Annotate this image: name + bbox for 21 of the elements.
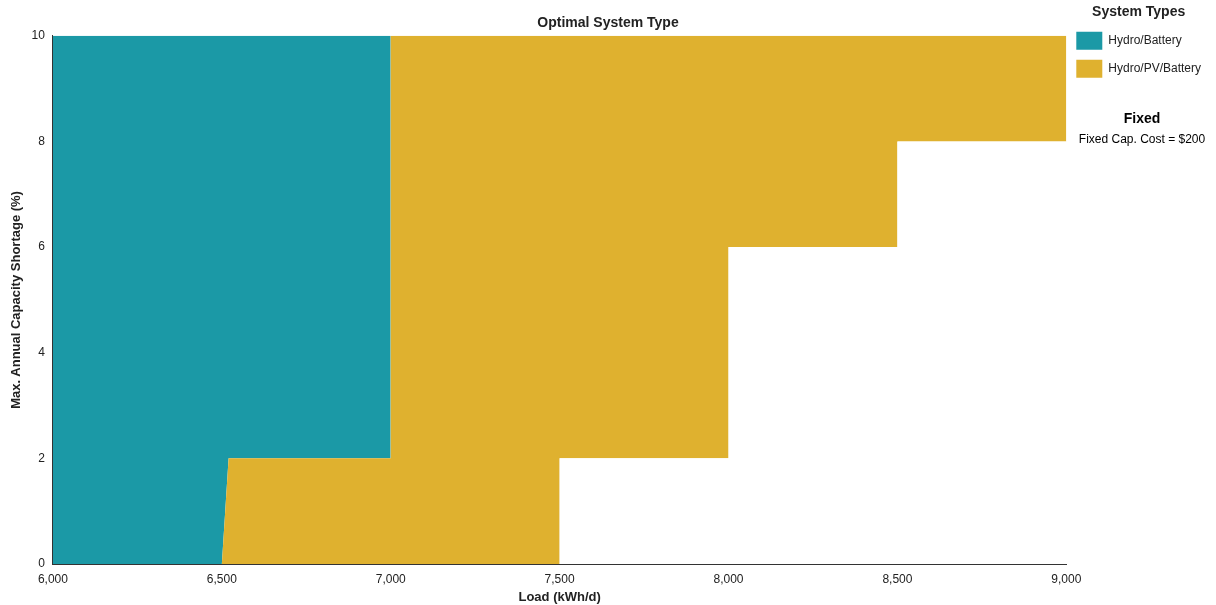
legend-label: Hydro/Battery <box>1108 33 1182 48</box>
x-tick-label: 7,000 <box>375 571 407 586</box>
text: Fixed <box>1122 110 1162 126</box>
y-axis-title: Max. Annual Capacity Shortage (%) <box>8 191 24 409</box>
x-tick-label: 6,500 <box>206 571 238 586</box>
x-tick-label: 7,500 <box>544 571 575 586</box>
y-tick-label: 8 <box>38 133 46 148</box>
x-tick-label: 6,000 <box>37 571 69 586</box>
x-axis-title: Load (kWh/d) <box>518 588 601 604</box>
y-tick-label: 6 <box>38 239 46 254</box>
y-tick-label: 10 <box>31 28 46 43</box>
x-tick-label: 9,000 <box>1051 571 1082 586</box>
text: Fixed Cap. Cost = $200 <box>1077 132 1207 146</box>
y-tick-label: 0 <box>38 556 46 571</box>
y-tick-label: 4 <box>38 345 46 360</box>
legend-label: Hydro/PV/Battery <box>1108 61 1201 76</box>
chart-title: Optimal System Type <box>537 14 679 31</box>
x-tick-label: 8,000 <box>713 571 744 586</box>
legend-title: System Types <box>1092 2 1186 19</box>
x-tick-label: 8,500 <box>882 571 913 586</box>
y-tick-label: 2 <box>38 450 46 465</box>
